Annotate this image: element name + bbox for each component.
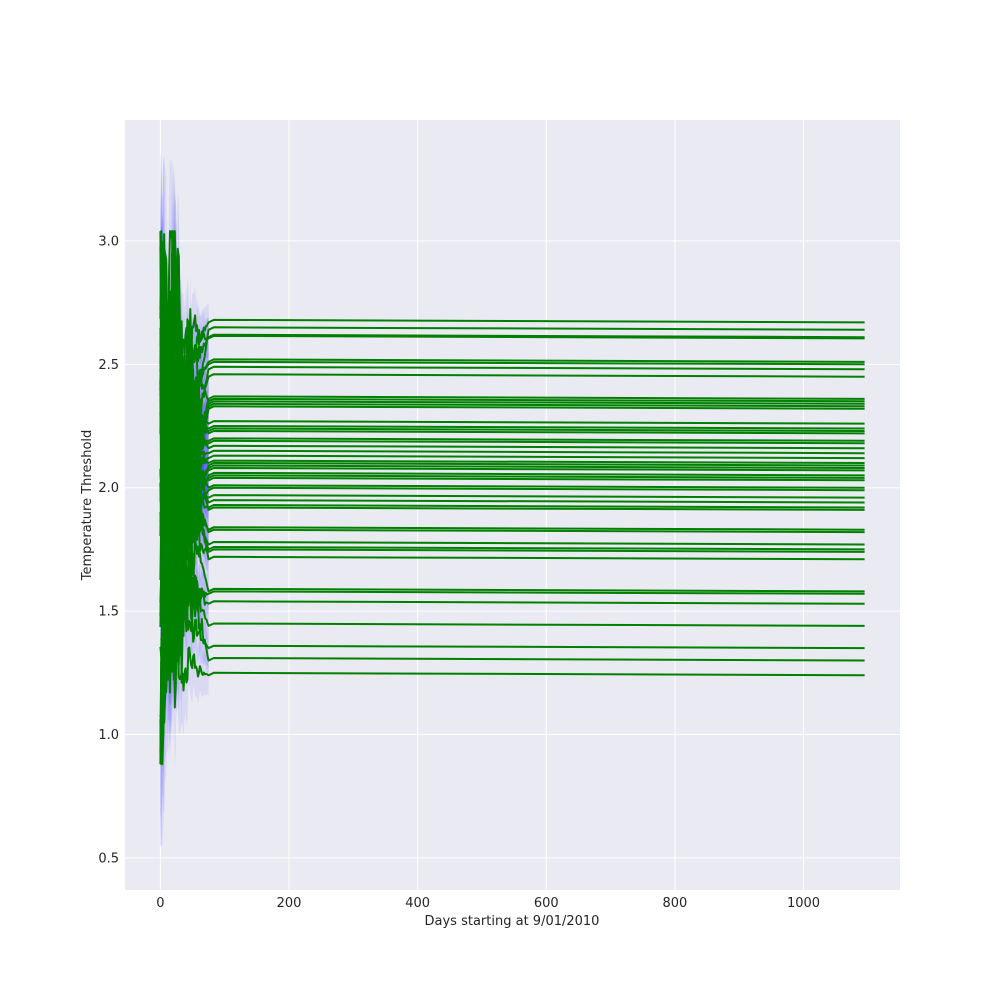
y-tick-label: 0.5 bbox=[98, 851, 119, 866]
y-axis-label: Temperature Threshold bbox=[80, 430, 95, 582]
x-tick-label: 400 bbox=[405, 896, 430, 911]
y-tick-label: 1.5 bbox=[98, 605, 119, 620]
y-axis-ticks: 0.5 1.0 1.5 2.0 2.5 3.0 bbox=[98, 234, 119, 866]
x-tick-label: 800 bbox=[662, 896, 687, 911]
series-line bbox=[159, 234, 865, 561]
x-tick-label: 200 bbox=[277, 896, 302, 911]
x-axis-label: Days starting at 9/01/2010 bbox=[425, 914, 600, 929]
x-tick-label: 600 bbox=[534, 896, 559, 911]
series-line bbox=[159, 378, 865, 638]
y-tick-label: 1.0 bbox=[98, 728, 119, 743]
x-tick-label: 1000 bbox=[787, 896, 820, 911]
series-line bbox=[159, 316, 865, 662]
y-tick-label: 2.0 bbox=[98, 481, 119, 496]
x-axis-ticks: 0 200 400 600 800 1000 bbox=[156, 896, 820, 911]
y-tick-label: 3.0 bbox=[98, 234, 119, 249]
x-tick-label: 0 bbox=[156, 896, 164, 911]
series-line bbox=[160, 612, 865, 722]
y-tick-label: 2.5 bbox=[98, 358, 119, 373]
series-lines bbox=[159, 230, 865, 766]
